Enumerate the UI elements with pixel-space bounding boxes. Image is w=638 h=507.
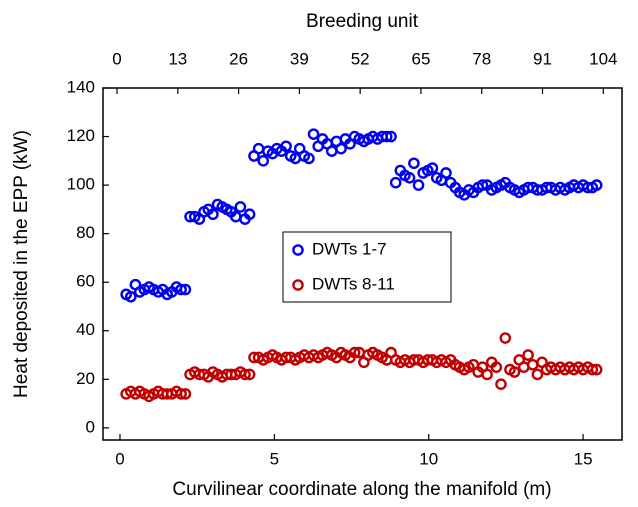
data-point: [590, 363, 603, 376]
x-tick-label: 5: [270, 449, 279, 468]
x-tick-label: 10: [419, 449, 438, 468]
x-tick-label: 0: [115, 449, 124, 468]
y-tick-label: 100: [67, 175, 95, 194]
data-point: [243, 368, 256, 381]
data-point: [476, 179, 489, 191]
top-tick-label: 0: [112, 49, 121, 68]
data-point: [257, 155, 270, 167]
data-point: [590, 179, 603, 191]
y-tick-label: 140: [67, 77, 95, 96]
top-tick-label: 52: [351, 49, 370, 68]
y-tick-label: 80: [76, 223, 95, 242]
data-point: [179, 388, 192, 400]
data-point: [389, 176, 402, 189]
plot-frame: [102, 87, 623, 441]
data-point: [526, 358, 539, 371]
data-point: [531, 368, 544, 381]
data-point: [586, 363, 599, 376]
data-point: [495, 378, 507, 390]
data-point: [179, 283, 192, 296]
x-axis-title: Curvilinear coordinate along the manifol…: [172, 479, 551, 500]
top-tick-label: 13: [168, 49, 187, 68]
data-point: [243, 208, 256, 221]
data-point: [403, 172, 416, 184]
data-point: [499, 332, 512, 344]
x-tick-label: 15: [574, 449, 593, 468]
top-axis-title: Breeding unit: [306, 11, 419, 32]
data-point: [385, 130, 397, 143]
top-tick-label: 26: [229, 49, 248, 68]
top-tick-label: 91: [533, 49, 552, 68]
data-point: [335, 142, 347, 155]
data-point: [380, 130, 393, 143]
data-point: [412, 179, 425, 191]
data-point: [325, 145, 338, 157]
legend-label: DWTs 1-7: [312, 239, 387, 258]
data-point: [508, 366, 521, 378]
y-tick-label: 0: [86, 417, 95, 436]
legend-label: DWTs 8-11: [312, 274, 395, 293]
data-point: [490, 361, 503, 373]
y-tick-label: 120: [67, 126, 95, 145]
data-point: [440, 167, 452, 179]
y-tick-label: 40: [76, 320, 95, 339]
y-axis-title: Heat deposited in the EPP (kW): [11, 130, 32, 398]
data-point: [124, 290, 137, 303]
data-point: [481, 368, 493, 381]
data-point: [252, 142, 265, 155]
data-point: [234, 201, 247, 213]
data-point: [522, 349, 534, 361]
top-tick-label: 65: [411, 49, 430, 68]
y-tick-label: 60: [76, 272, 95, 291]
data-point: [175, 388, 187, 400]
data-point: [307, 128, 320, 140]
data-point: [408, 157, 420, 170]
legend-marker: [292, 279, 304, 291]
data-point: [207, 208, 219, 221]
data-point: [348, 346, 361, 359]
legend-marker: [292, 244, 304, 256]
data-point: [239, 368, 251, 381]
legend-box: [282, 231, 452, 303]
y-tick-label: 20: [76, 369, 95, 388]
data-point: [280, 140, 292, 153]
top-tick-label: 78: [472, 49, 491, 68]
top-tick-label: 39: [290, 49, 309, 68]
data-point: [303, 152, 315, 165]
data-point: [426, 162, 439, 174]
data-point: [175, 283, 187, 296]
top-tick-label: 104: [589, 49, 617, 68]
